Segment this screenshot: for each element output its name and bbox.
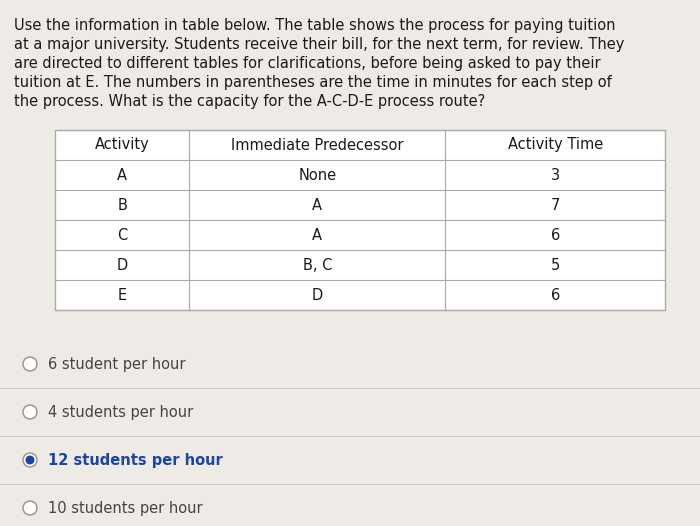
Text: the process. What is the capacity for the A-C-D-E process route?: the process. What is the capacity for th… bbox=[14, 94, 485, 109]
Text: A: A bbox=[312, 228, 322, 242]
Text: C: C bbox=[117, 228, 127, 242]
Text: 10 students per hour: 10 students per hour bbox=[48, 501, 202, 515]
Text: 12 students per hour: 12 students per hour bbox=[48, 452, 223, 468]
Text: 5: 5 bbox=[551, 258, 560, 272]
Text: 4 students per hour: 4 students per hour bbox=[48, 404, 193, 420]
Circle shape bbox=[23, 405, 37, 419]
Text: Activity Time: Activity Time bbox=[508, 137, 603, 153]
Text: 6: 6 bbox=[551, 228, 560, 242]
Circle shape bbox=[23, 453, 37, 467]
Text: None: None bbox=[298, 167, 337, 183]
Text: E: E bbox=[118, 288, 127, 302]
Text: D: D bbox=[116, 258, 127, 272]
Circle shape bbox=[25, 456, 34, 464]
Bar bbox=[55, 130, 665, 310]
Text: B: B bbox=[117, 197, 127, 213]
Text: 6: 6 bbox=[551, 288, 560, 302]
Text: 7: 7 bbox=[550, 197, 560, 213]
Text: at a major university. Students receive their bill, for the next term, for revie: at a major university. Students receive … bbox=[14, 37, 624, 52]
Text: Use the information in table below. The table shows the process for paying tuiti: Use the information in table below. The … bbox=[14, 18, 615, 33]
Text: 6 student per hour: 6 student per hour bbox=[48, 357, 186, 371]
Text: A: A bbox=[312, 197, 322, 213]
Text: 3: 3 bbox=[551, 167, 560, 183]
Text: are directed to different tables for clarifications, before being asked to pay t: are directed to different tables for cla… bbox=[14, 56, 601, 71]
Text: A: A bbox=[117, 167, 127, 183]
Text: B, C: B, C bbox=[302, 258, 332, 272]
Text: Activity: Activity bbox=[94, 137, 150, 153]
Text: Immediate Predecessor: Immediate Predecessor bbox=[231, 137, 403, 153]
Circle shape bbox=[23, 357, 37, 371]
Text: D: D bbox=[312, 288, 323, 302]
Text: tuition at E. The numbers in parentheses are the time in minutes for each step o: tuition at E. The numbers in parentheses… bbox=[14, 75, 612, 90]
Circle shape bbox=[23, 501, 37, 515]
